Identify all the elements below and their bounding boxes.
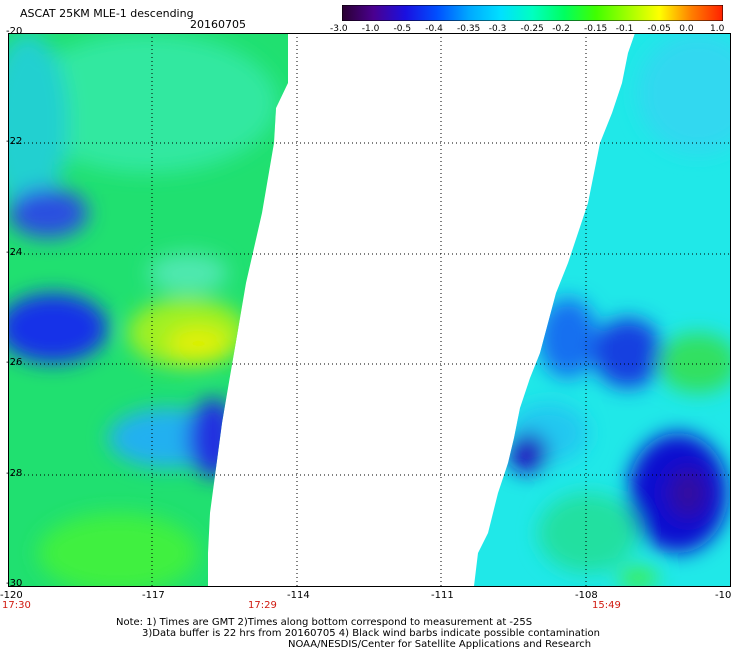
colorbar-tick-label: -0.2 xyxy=(552,24,570,34)
lon-label: -108 xyxy=(575,590,598,601)
pass-time: 15:49 xyxy=(592,600,621,611)
footnote-line-3: NOAA/NESDIS/Center for Satellite Applica… xyxy=(288,639,592,650)
colorbar-gradient xyxy=(342,5,723,21)
footnote-line-1: Note: 1) Times are GMT 2)Times along bot… xyxy=(116,617,533,628)
pass-time: 17:29 xyxy=(248,600,277,611)
lon-label: -120 xyxy=(0,590,23,601)
product-title: ASCAT 25KM MLE-1 descending xyxy=(20,7,194,20)
footnote-line-2: 3)Data buffer is 22 hrs from 20160705 4)… xyxy=(142,628,600,639)
lat-label: -20 xyxy=(6,26,23,37)
colorbar-tick-label: -0.4 xyxy=(425,24,443,34)
lat-label: -22 xyxy=(6,136,23,147)
colorbar-tick-label: -0.3 xyxy=(488,24,507,34)
wind-swath-map xyxy=(8,33,730,586)
product-date: 20160705 xyxy=(190,18,246,31)
colorbar-tick-label: -0.5 xyxy=(393,24,412,34)
lon-label: -117 xyxy=(142,590,165,601)
pass-time: 17:30 xyxy=(2,600,31,611)
colorbar-tick-label: 0.0 xyxy=(679,24,694,34)
left-swath xyxy=(8,33,288,586)
lon-label: -10 xyxy=(715,590,732,601)
colorbar-tick-label: -0.25 xyxy=(520,24,544,34)
map-frame xyxy=(8,33,731,587)
colorbar-legend xyxy=(342,5,723,21)
lat-label: -28 xyxy=(6,468,23,479)
lon-label: -111 xyxy=(431,590,454,601)
lat-label: -30 xyxy=(6,578,23,589)
colorbar-tick-label: 1.0 xyxy=(710,24,725,34)
lat-label: -24 xyxy=(6,247,23,258)
colorbar-tick-label: -0.05 xyxy=(647,24,671,34)
lon-label: -114 xyxy=(287,590,310,601)
colorbar-tick-label: -1.0 xyxy=(361,24,380,34)
graticule xyxy=(8,33,730,586)
lat-label: -26 xyxy=(6,357,23,368)
colorbar-tick-label: -0.35 xyxy=(457,24,481,34)
colorbar-tick-label: -0.15 xyxy=(584,24,608,34)
colorbar-tick-label: -3.0 xyxy=(330,24,348,34)
colorbar-tick-label: -0.1 xyxy=(615,24,634,34)
